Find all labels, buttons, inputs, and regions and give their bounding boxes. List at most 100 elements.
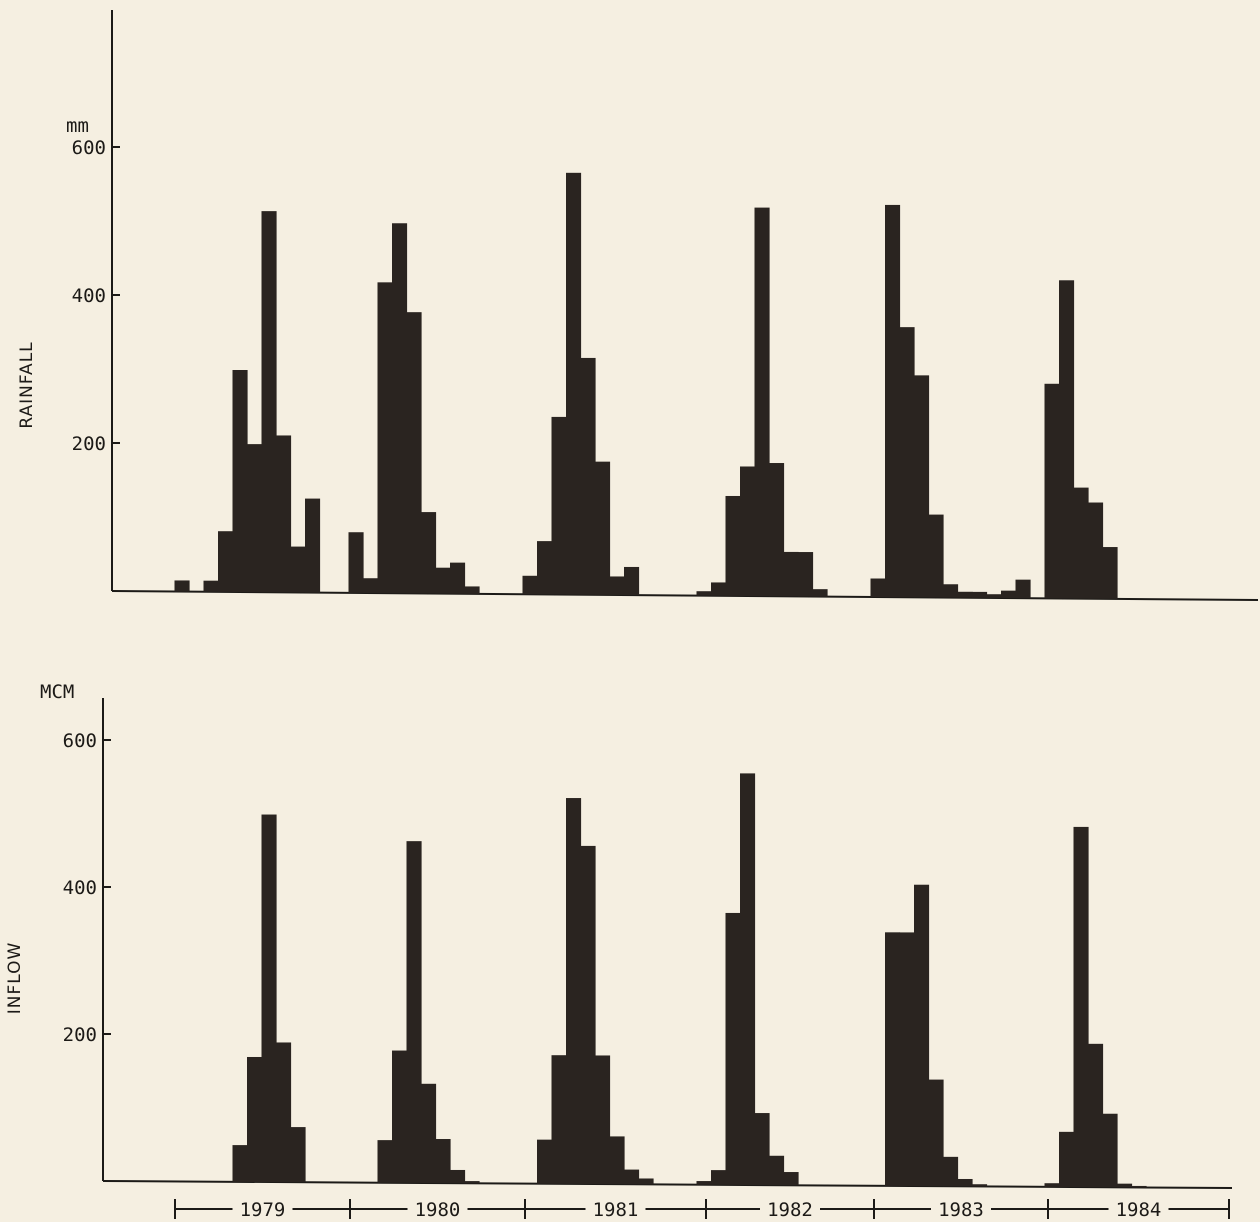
rainfall-bar: [914, 375, 930, 598]
inflow-bar: [232, 1145, 248, 1182]
rainfall-bar: [522, 575, 538, 595]
rainfall-bar: [450, 562, 466, 594]
inflow-bar: [276, 1042, 292, 1183]
rainfall-bar: [812, 589, 828, 597]
rainfall-bar: [783, 551, 799, 597]
inflow-bar: [754, 1113, 770, 1186]
inflow-bar: [943, 1156, 959, 1187]
rainfall-bar: [218, 531, 234, 592]
inflow-tick-label: 400: [63, 877, 97, 899]
rainfall-bar: [928, 514, 944, 598]
inflow-ticks: 200 400 600: [63, 730, 111, 1046]
rainfall-bar: [348, 532, 364, 593]
rainfall-chart: mm RAINFALL 200 400 600: [17, 10, 1259, 601]
inflow-bar: [392, 1050, 408, 1183]
rainfall-bar: [1059, 280, 1075, 599]
inflow-bar: [769, 1155, 785, 1186]
inflow-bar: [711, 1170, 727, 1185]
inflow-tick-label: 600: [63, 730, 97, 752]
inflow-bar: [377, 1140, 393, 1183]
inflow-bar: [899, 932, 915, 1186]
inflow-bar: [914, 884, 930, 1187]
rainfall-bar: [305, 498, 321, 593]
rainfall-bar: [943, 584, 959, 598]
inflow-bar: [1073, 826, 1089, 1188]
rainfall-unit-label: mm: [66, 115, 89, 137]
inflow-bar: [566, 798, 582, 1184]
rainfall-bar: [247, 444, 263, 593]
rainfall-bar: [551, 416, 567, 595]
rainfall-bar: [566, 172, 582, 595]
inflow-bar: [247, 1056, 263, 1182]
rainfall-x-axis: [111, 590, 1259, 601]
inflow-bar: [972, 1184, 988, 1187]
inflow-bar: [290, 1127, 306, 1183]
inflow-bar: [261, 814, 277, 1183]
inflow-chart: MCM INFLOW 200 400 600: [5, 681, 1233, 1189]
rainfall-bar: [1102, 547, 1118, 599]
rainfall-bar: [1044, 383, 1060, 599]
rainfall-bar: [276, 435, 292, 593]
rainfall-bar: [537, 541, 553, 595]
rainfall-bar: [711, 582, 727, 596]
inflow-bar: [537, 1139, 553, 1184]
inflow-bar: [885, 932, 901, 1186]
year-label: 1980: [415, 1199, 461, 1221]
rainfall-bar: [435, 567, 451, 594]
inflow-bar: [957, 1178, 973, 1187]
rainfall-bar: [1015, 579, 1031, 599]
inflow-bar: [580, 845, 596, 1185]
inflow-bar: [406, 841, 422, 1183]
rainfall-bar: [363, 578, 379, 594]
inflow-bar: [928, 1079, 944, 1187]
inflow-bar: [725, 912, 741, 1185]
rainfall-tick-label: 400: [72, 285, 106, 307]
rainfall-bar: [290, 546, 306, 593]
rainfall-bar: [972, 591, 988, 598]
rainfall-bar: [1073, 487, 1089, 599]
inflow-bar: [1088, 1043, 1104, 1188]
rainfall-bar: [798, 552, 814, 597]
rainfall-tick-label: 600: [72, 137, 106, 159]
inflow-bar: [1059, 1131, 1075, 1187]
rainfall-bar: [464, 586, 480, 594]
inflow-bar: [1131, 1185, 1147, 1188]
rainfall-bar: [725, 495, 741, 596]
rainfall-bar: [754, 207, 770, 597]
inflow-bar: [421, 1083, 437, 1184]
rainfall-ticks: 200 400 600: [72, 137, 120, 455]
rainfall-axis-title: RAINFALL: [17, 341, 37, 428]
rainfall-bar: [609, 576, 625, 595]
rainfall-bar: [580, 357, 596, 595]
rainfall-bar: [885, 204, 901, 598]
rainfall-bar: [769, 463, 785, 597]
inflow-bar: [551, 1055, 567, 1184]
rainfall-bar: [406, 312, 422, 594]
inflow-tick-label: 200: [63, 1024, 97, 1046]
year-label: 1979: [240, 1199, 286, 1221]
inflow-bar: [783, 1172, 799, 1186]
year-label: 1984: [1116, 1199, 1162, 1221]
inflow-bar: [740, 773, 756, 1185]
rainfall-bar: [377, 282, 393, 594]
rainfall-bar: [392, 223, 408, 594]
rainfall-bar: [1001, 590, 1017, 599]
rainfall-bar: [899, 327, 915, 598]
inflow-bar: [696, 1181, 712, 1185]
inflow-bar: [464, 1181, 480, 1184]
rainfall-bar: [1088, 502, 1104, 599]
rainfall-bar: [986, 594, 1002, 598]
inflow-axis-title: INFLOW: [5, 942, 25, 1015]
rainfall-bar: [696, 591, 712, 596]
inflow-bar: [595, 1055, 611, 1185]
inflow-bar: [1044, 1183, 1060, 1187]
inflow-bars: [232, 773, 1147, 1188]
inflow-unit-label: MCM: [40, 681, 74, 703]
year-timeline: 1979 1980 1981 1982 1983 1984: [174, 1199, 1230, 1221]
rainfall-bar: [595, 461, 611, 595]
year-label: 1981: [593, 1199, 639, 1221]
rainfall-bar: [261, 211, 277, 593]
rainfall-bar: [624, 566, 640, 596]
rainfall-bar: [421, 512, 437, 594]
rainfall-bar: [203, 580, 219, 592]
